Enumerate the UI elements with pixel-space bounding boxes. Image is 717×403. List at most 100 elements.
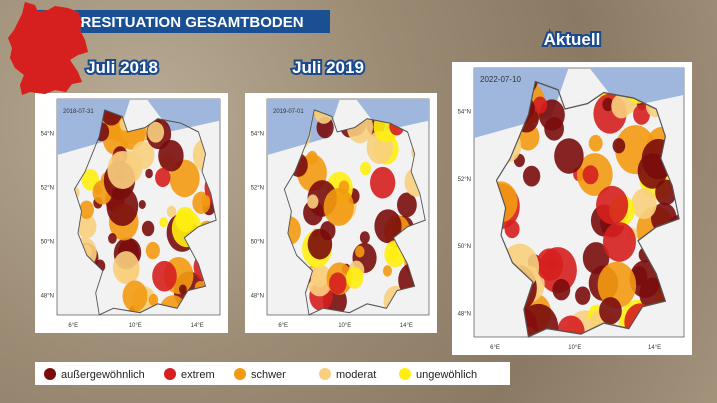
lat-label: 54°N bbox=[251, 132, 264, 138]
panel-title: Juli 2019 bbox=[292, 58, 364, 77]
patch bbox=[138, 200, 146, 209]
lat-label: 54°N bbox=[458, 110, 471, 116]
patch bbox=[159, 216, 168, 228]
lon-label: 10°E bbox=[129, 323, 142, 329]
map-date: 2019-07-01 bbox=[273, 109, 304, 115]
patch bbox=[145, 168, 153, 179]
patch bbox=[323, 188, 354, 226]
legend-swatch bbox=[44, 368, 56, 380]
header-title: DÜRRESITUATION GESAMTBODEN bbox=[48, 14, 304, 31]
patch bbox=[155, 167, 171, 188]
patch bbox=[533, 96, 548, 114]
patch bbox=[575, 286, 591, 305]
patch bbox=[633, 104, 650, 125]
patch bbox=[536, 248, 564, 281]
lat-label: 50°N bbox=[41, 240, 54, 246]
panel-title: Aktuell bbox=[544, 30, 601, 49]
lat-label: 52°N bbox=[41, 186, 54, 192]
patch bbox=[522, 165, 541, 187]
patch bbox=[307, 194, 319, 209]
patch bbox=[147, 121, 165, 143]
patch bbox=[554, 138, 584, 174]
patch bbox=[355, 245, 365, 258]
patch bbox=[77, 214, 97, 239]
lon-label: 10°E bbox=[338, 323, 351, 329]
patch bbox=[108, 233, 117, 244]
legend-label: extrem bbox=[181, 369, 215, 381]
patch bbox=[552, 278, 571, 301]
patch bbox=[166, 205, 177, 218]
patch bbox=[388, 248, 399, 262]
patch bbox=[306, 150, 318, 165]
patch bbox=[397, 192, 417, 218]
patch bbox=[152, 260, 177, 292]
lon-label: 6°E bbox=[490, 345, 500, 351]
lat-label: 54°N bbox=[41, 132, 54, 138]
legend-swatch bbox=[319, 368, 331, 380]
legend-swatch bbox=[399, 368, 411, 380]
patch bbox=[374, 209, 402, 244]
lon-label: 14°E bbox=[648, 345, 661, 351]
patch bbox=[382, 265, 393, 277]
legend-label: ungewöhlich bbox=[416, 369, 477, 381]
patch bbox=[79, 200, 94, 219]
lat-label: 48°N bbox=[458, 311, 471, 317]
patch bbox=[596, 185, 629, 225]
patch bbox=[504, 220, 520, 239]
germany-base bbox=[8, 2, 88, 95]
lon-label: 6°E bbox=[68, 323, 78, 329]
lon-label: 14°E bbox=[191, 323, 204, 329]
lon-label: 14°E bbox=[400, 323, 413, 329]
patch bbox=[148, 293, 159, 306]
patch bbox=[588, 134, 603, 152]
patch bbox=[359, 231, 370, 244]
patch bbox=[360, 161, 371, 176]
patch bbox=[611, 94, 632, 119]
germany-border bbox=[73, 109, 217, 316]
lon-label: 10°E bbox=[568, 345, 581, 351]
legend-label: außergewöhnlich bbox=[61, 369, 145, 381]
header-box bbox=[36, 10, 330, 33]
lat-label: 48°N bbox=[41, 294, 54, 300]
legend-box bbox=[35, 362, 510, 385]
patch bbox=[201, 195, 211, 207]
patch bbox=[307, 228, 333, 260]
patch bbox=[602, 222, 636, 262]
patch bbox=[141, 220, 155, 237]
patch bbox=[131, 141, 155, 170]
patch bbox=[122, 280, 148, 312]
patch bbox=[306, 264, 333, 297]
patch bbox=[597, 261, 637, 309]
lat-label: 52°N bbox=[251, 186, 264, 192]
patch bbox=[178, 284, 187, 295]
map-date: 2018-07-31 bbox=[63, 109, 94, 115]
patch bbox=[284, 216, 301, 245]
panel-title: Juli 2018 bbox=[86, 58, 158, 77]
patch bbox=[518, 303, 559, 337]
lon-label: 6°E bbox=[278, 323, 288, 329]
patch bbox=[107, 150, 138, 190]
patch bbox=[370, 166, 396, 199]
legend-swatch bbox=[234, 368, 246, 380]
lat-label: 50°N bbox=[251, 240, 264, 246]
patch bbox=[582, 165, 599, 185]
patch bbox=[158, 139, 184, 172]
patch bbox=[612, 138, 626, 154]
lat-label: 50°N bbox=[458, 244, 471, 250]
germany-border bbox=[495, 80, 680, 338]
legend-label: schwer bbox=[251, 369, 286, 381]
legend-swatch bbox=[164, 368, 176, 380]
patch bbox=[145, 241, 160, 260]
lat-label: 52°N bbox=[458, 177, 471, 183]
germany-border bbox=[283, 109, 426, 316]
map-date: 2022-07-10 bbox=[480, 75, 521, 84]
patch bbox=[655, 179, 677, 206]
patch bbox=[599, 297, 622, 325]
patch bbox=[631, 188, 657, 220]
patch bbox=[112, 251, 140, 285]
lat-label: 48°N bbox=[251, 294, 264, 300]
legend-label: moderat bbox=[336, 369, 376, 381]
patch bbox=[602, 97, 614, 112]
